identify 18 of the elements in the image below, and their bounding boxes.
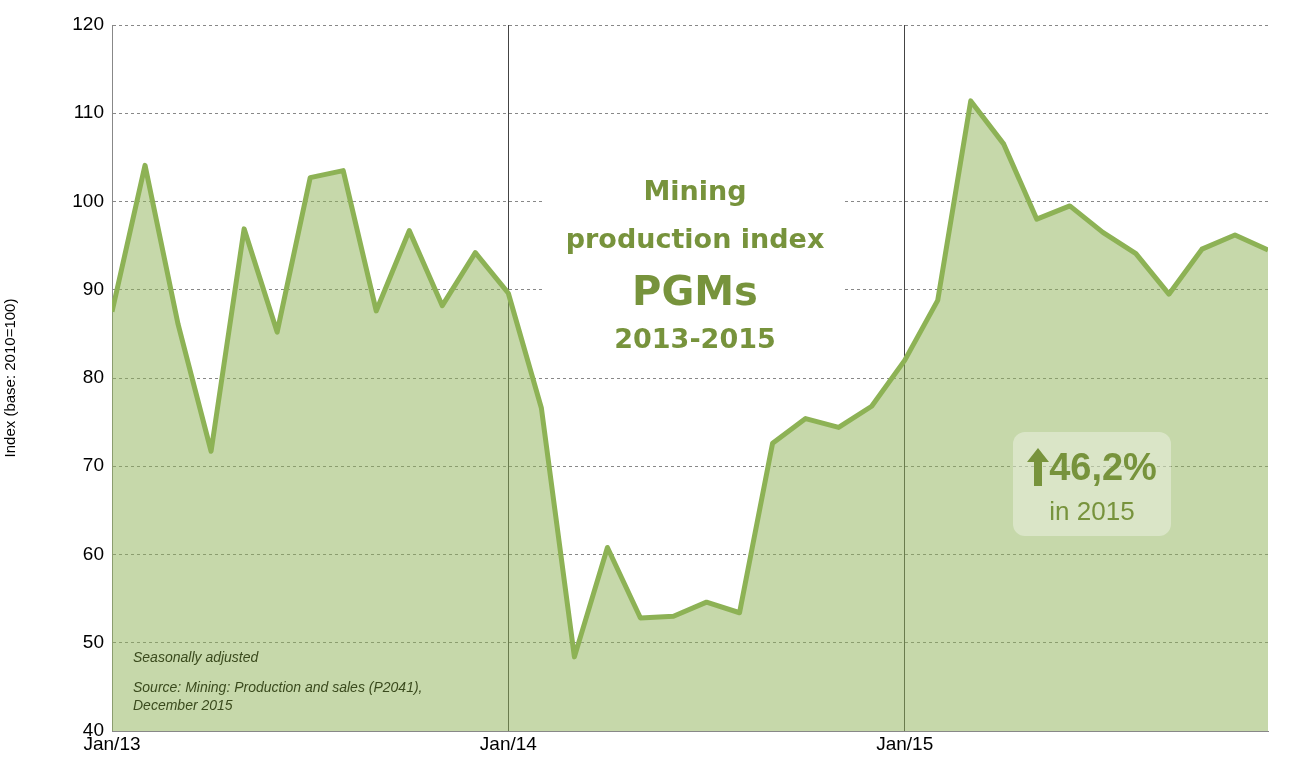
y-tick-label: 120 [72, 13, 104, 35]
annotation: Source: Mining: Production and sales (P2041), December 2015 [133, 678, 424, 714]
y-tick-label: 60 [82, 542, 104, 564]
annotation: in 2015 [1048, 496, 1136, 526]
annotation: 2013-2015 [613, 322, 777, 356]
y-tick-label: 70 [82, 454, 104, 476]
annotation: Seasonally adjusted [133, 648, 260, 666]
y-tick-label: 90 [82, 277, 104, 299]
y-tick-label: 100 [72, 189, 104, 211]
x-tick-label: Jan/14 [479, 732, 538, 754]
text: PGMs [631, 267, 759, 316]
x-tick-label: Jan/15 [876, 732, 934, 754]
y-tick-label: 110 [73, 101, 104, 123]
text: Mining production index [564, 174, 826, 256]
annotation: 46,2% [1049, 445, 1157, 490]
y-axis-title: Index (base: 2010=100) [1, 298, 19, 458]
y-tick-label: 50 [82, 630, 104, 652]
y-tick-label: 80 [82, 366, 104, 388]
